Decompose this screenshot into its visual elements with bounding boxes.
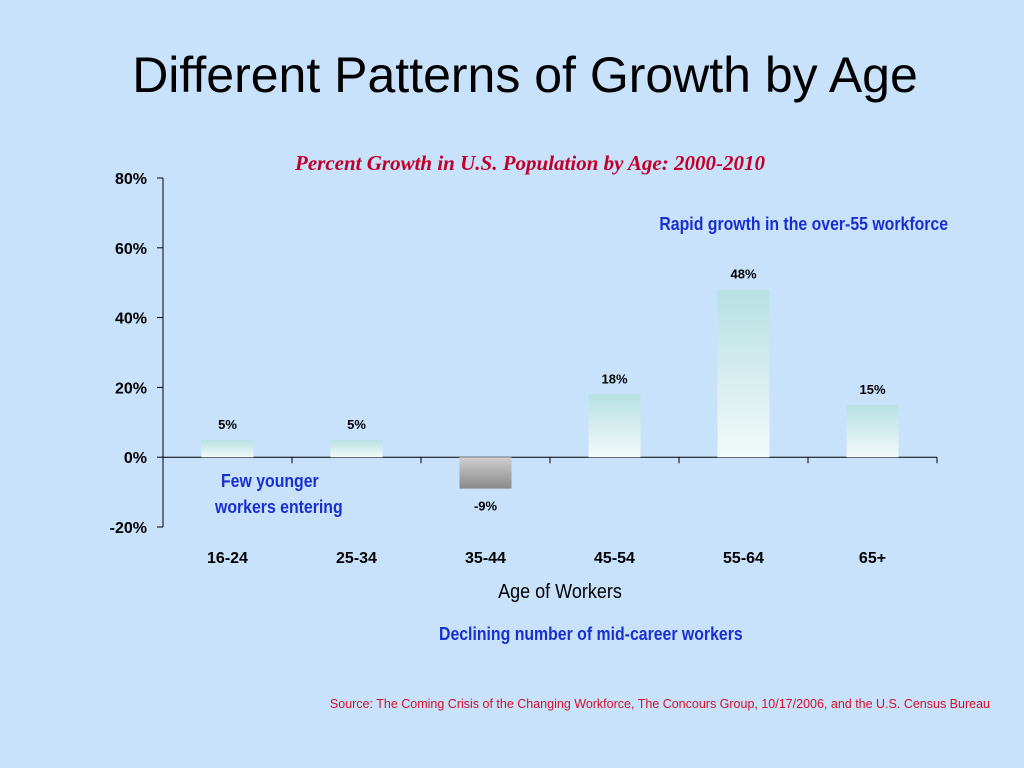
y-tick-label: 80% <box>115 171 147 188</box>
y-tick-label: 40% <box>115 311 147 328</box>
chart-title: Percent Growth in U.S. Population by Age… <box>295 151 765 175</box>
x-category-label: 55-64 <box>723 550 764 567</box>
bar-25-34 <box>330 439 383 458</box>
x-axis-title: Age of Workers <box>498 581 622 603</box>
declining-mid-career-callout: Declining number of mid-career workers <box>439 624 743 644</box>
chart-axes <box>157 177 938 528</box>
x-category-label: 25-34 <box>336 550 377 567</box>
few-younger-callout-line2: workers entering <box>215 497 343 517</box>
data-label: 18% <box>601 371 627 386</box>
bar-65+ <box>846 404 899 458</box>
x-category-label: 16-24 <box>207 550 248 567</box>
data-label: 5% <box>218 417 237 432</box>
few-younger-callout-line1: Few younger <box>221 471 319 491</box>
bar-16-24 <box>201 439 254 458</box>
bar-35-44 <box>459 457 512 489</box>
y-tick-label: 0% <box>124 450 147 467</box>
y-tick-label: 60% <box>115 241 147 258</box>
data-label: 15% <box>859 382 885 397</box>
bar-55-64 <box>717 289 770 458</box>
y-tick-label: 20% <box>115 380 147 397</box>
x-category-label: 35-44 <box>465 550 506 567</box>
data-label: -9% <box>474 499 498 514</box>
chart-labels: -20% 0% 20% 40% 60% 80% 5% 16-24 5% 25-34 -9% 35-44… <box>110 171 886 567</box>
source-note: Source: The Coming Crisis of the Changin… <box>329 697 990 711</box>
rapid-growth-callout: Rapid growth in the over-55 workforce <box>659 214 948 234</box>
data-label: 48% <box>730 267 756 282</box>
bar-45-54 <box>588 394 641 458</box>
slide-title: Different Patterns of Growth by Age <box>132 47 918 103</box>
data-label: 5% <box>347 417 366 432</box>
x-category-label: 45-54 <box>594 550 635 567</box>
chart-bars <box>201 289 899 489</box>
x-category-label: 65+ <box>859 550 886 567</box>
y-tick-label: -20% <box>110 520 147 537</box>
